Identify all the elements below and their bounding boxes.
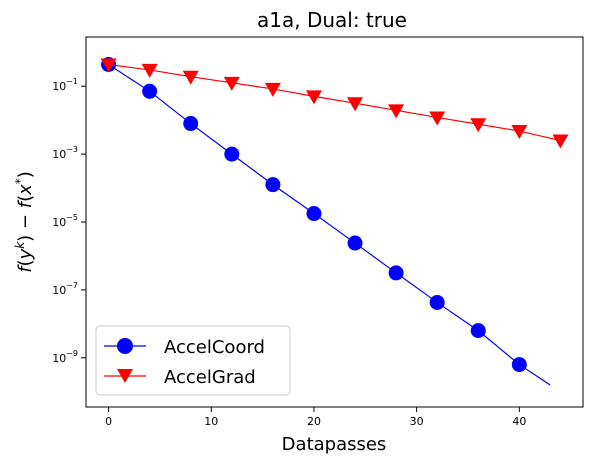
data-point-accelgrad: [264, 82, 281, 97]
data-point-accelgrad: [182, 70, 199, 85]
series-layer: [100, 56, 569, 386]
legend-marker-accelcoord: [117, 338, 133, 354]
data-point-accelcoord: [224, 146, 240, 162]
data-point-accelcoord: [265, 177, 281, 193]
data-point-accelcoord: [429, 294, 445, 310]
data-point-accelgrad: [141, 63, 158, 78]
data-point-accelcoord: [511, 357, 527, 373]
y-axis-ticks: 10−1 10−3 10−5 10−7 10−9: [52, 77, 86, 365]
data-point-accelgrad: [429, 111, 446, 126]
data-point-accelcoord: [142, 83, 158, 99]
data-point-accelcoord: [388, 265, 404, 281]
data-point-accelgrad: [470, 118, 487, 133]
data-point-accelgrad: [100, 58, 117, 73]
y-axis-title: f(yk) − f(x*): [13, 171, 36, 273]
x-tick-label: 0: [105, 415, 112, 428]
series-line-accelgrad: [108, 63, 561, 142]
data-point-accelgrad: [305, 90, 322, 105]
data-point-accelgrad: [347, 97, 364, 112]
legend-label-accelcoord: AccelCoord: [164, 337, 265, 358]
data-point-accelcoord: [470, 323, 486, 339]
x-tick-label: 10: [204, 415, 218, 428]
y-tick-label: 10−9: [52, 349, 78, 365]
legend-box: [95, 325, 291, 396]
data-point-accelcoord: [306, 206, 322, 222]
data-point-accelcoord: [183, 116, 199, 132]
x-tick-label: 30: [410, 415, 424, 428]
x-axis-ticks: 0 10 20 30 40: [105, 407, 526, 428]
y-tick-label: 10−1: [52, 77, 78, 93]
data-point-accelgrad: [552, 134, 569, 149]
data-point-accelgrad: [511, 125, 528, 140]
series-line-accelcoord: [108, 63, 551, 386]
data-point-accelgrad: [388, 104, 405, 119]
y-tick-label: 10−5: [52, 213, 78, 229]
x-tick-label: 40: [512, 415, 526, 428]
data-point-accelgrad: [223, 76, 240, 91]
y-tick-label: 10−7: [52, 281, 78, 297]
x-tick-label: 20: [307, 415, 321, 428]
y-tick-label: 10−3: [52, 145, 78, 161]
x-axis-title: Datapasses: [282, 434, 387, 455]
data-point-accelcoord: [347, 235, 363, 251]
legend-label-accelgrad: AccelGrad: [164, 367, 256, 388]
chart-title: a1a, Dual: true: [257, 8, 407, 32]
legend-marker-accelgrad: [117, 369, 133, 383]
legend: AccelCoord AccelGrad: [95, 325, 291, 396]
